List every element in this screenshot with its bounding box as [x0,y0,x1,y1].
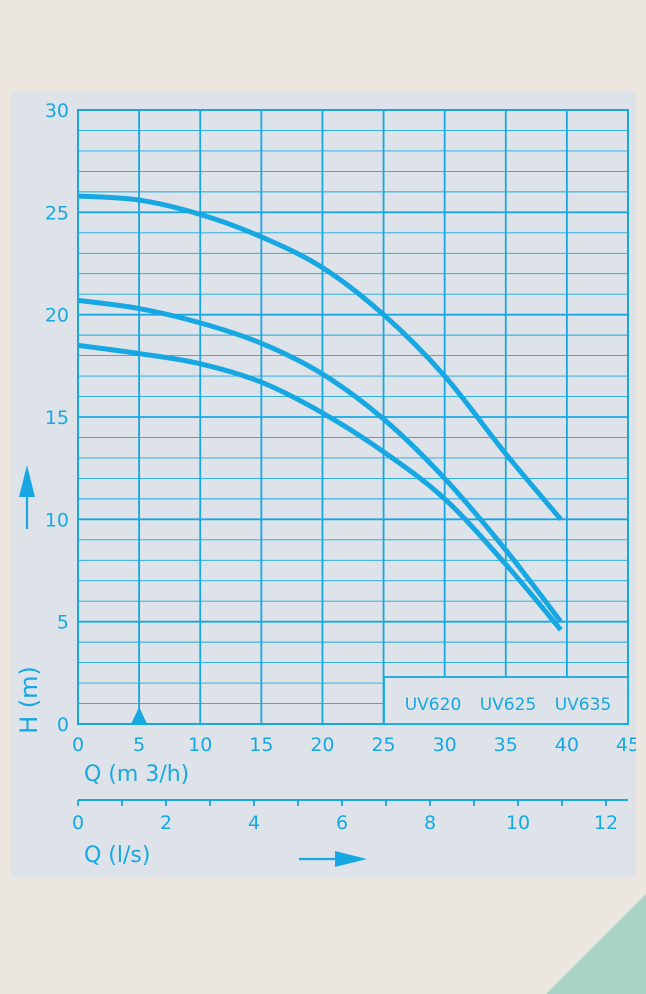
x-tick-label: 15 [249,734,273,756]
x2-tick-label: 4 [248,812,260,834]
x-axis-label: Q (m 3/h) [84,762,189,787]
x2-tick-label: 8 [424,812,436,834]
legend-entry: UV620 [405,695,462,715]
x-tick-label: 25 [371,734,395,756]
x-tick-label: 10 [188,734,212,756]
y-tick-label: 10 [45,509,69,531]
legend-box [383,676,629,725]
x2-axis-label: Q (l/s) [84,843,150,868]
curve-line [77,297,563,624]
y-tick-label: 0 [57,714,69,736]
y-tick-label: 20 [45,305,69,327]
y-tick-label: 25 [45,202,69,224]
curve-line [77,193,563,521]
x2-tick-label: 6 [336,812,348,834]
corner-triangle [546,894,646,994]
plot-frame [77,109,629,725]
x-arrow-head [335,851,367,867]
x2-tick-label: 12 [594,812,618,834]
x-tick-label: 40 [555,734,579,756]
x-tick-label: 0 [72,734,84,756]
x-tick-label: 30 [433,734,457,756]
x2-tick-label: 0 [72,812,84,834]
y-tick-label: 5 [57,612,69,634]
x2-tick-label: 2 [160,812,172,834]
x-tick-label: 20 [310,734,334,756]
legend-entry: UV625 [480,695,537,715]
y-tick-label: 15 [45,407,69,429]
y-axis-label: H (m) [15,666,43,734]
x-tick-label: 5 [133,734,145,756]
x-tick-label: 35 [494,734,518,756]
chart-panel: UV620 UV625 UV635 0 5 10 15 20 25 30 0 5 10 15 20 25 30 3… [11,92,640,877]
y-tick-label: 30 [45,100,69,122]
marker-triangle [131,707,148,724]
x2-tick-label: 10 [506,812,530,834]
y-arrow-head [19,465,35,497]
curve-line [77,342,563,632]
legend-entry: UV635 [555,695,612,715]
x-tick-label: 45 [616,734,636,756]
